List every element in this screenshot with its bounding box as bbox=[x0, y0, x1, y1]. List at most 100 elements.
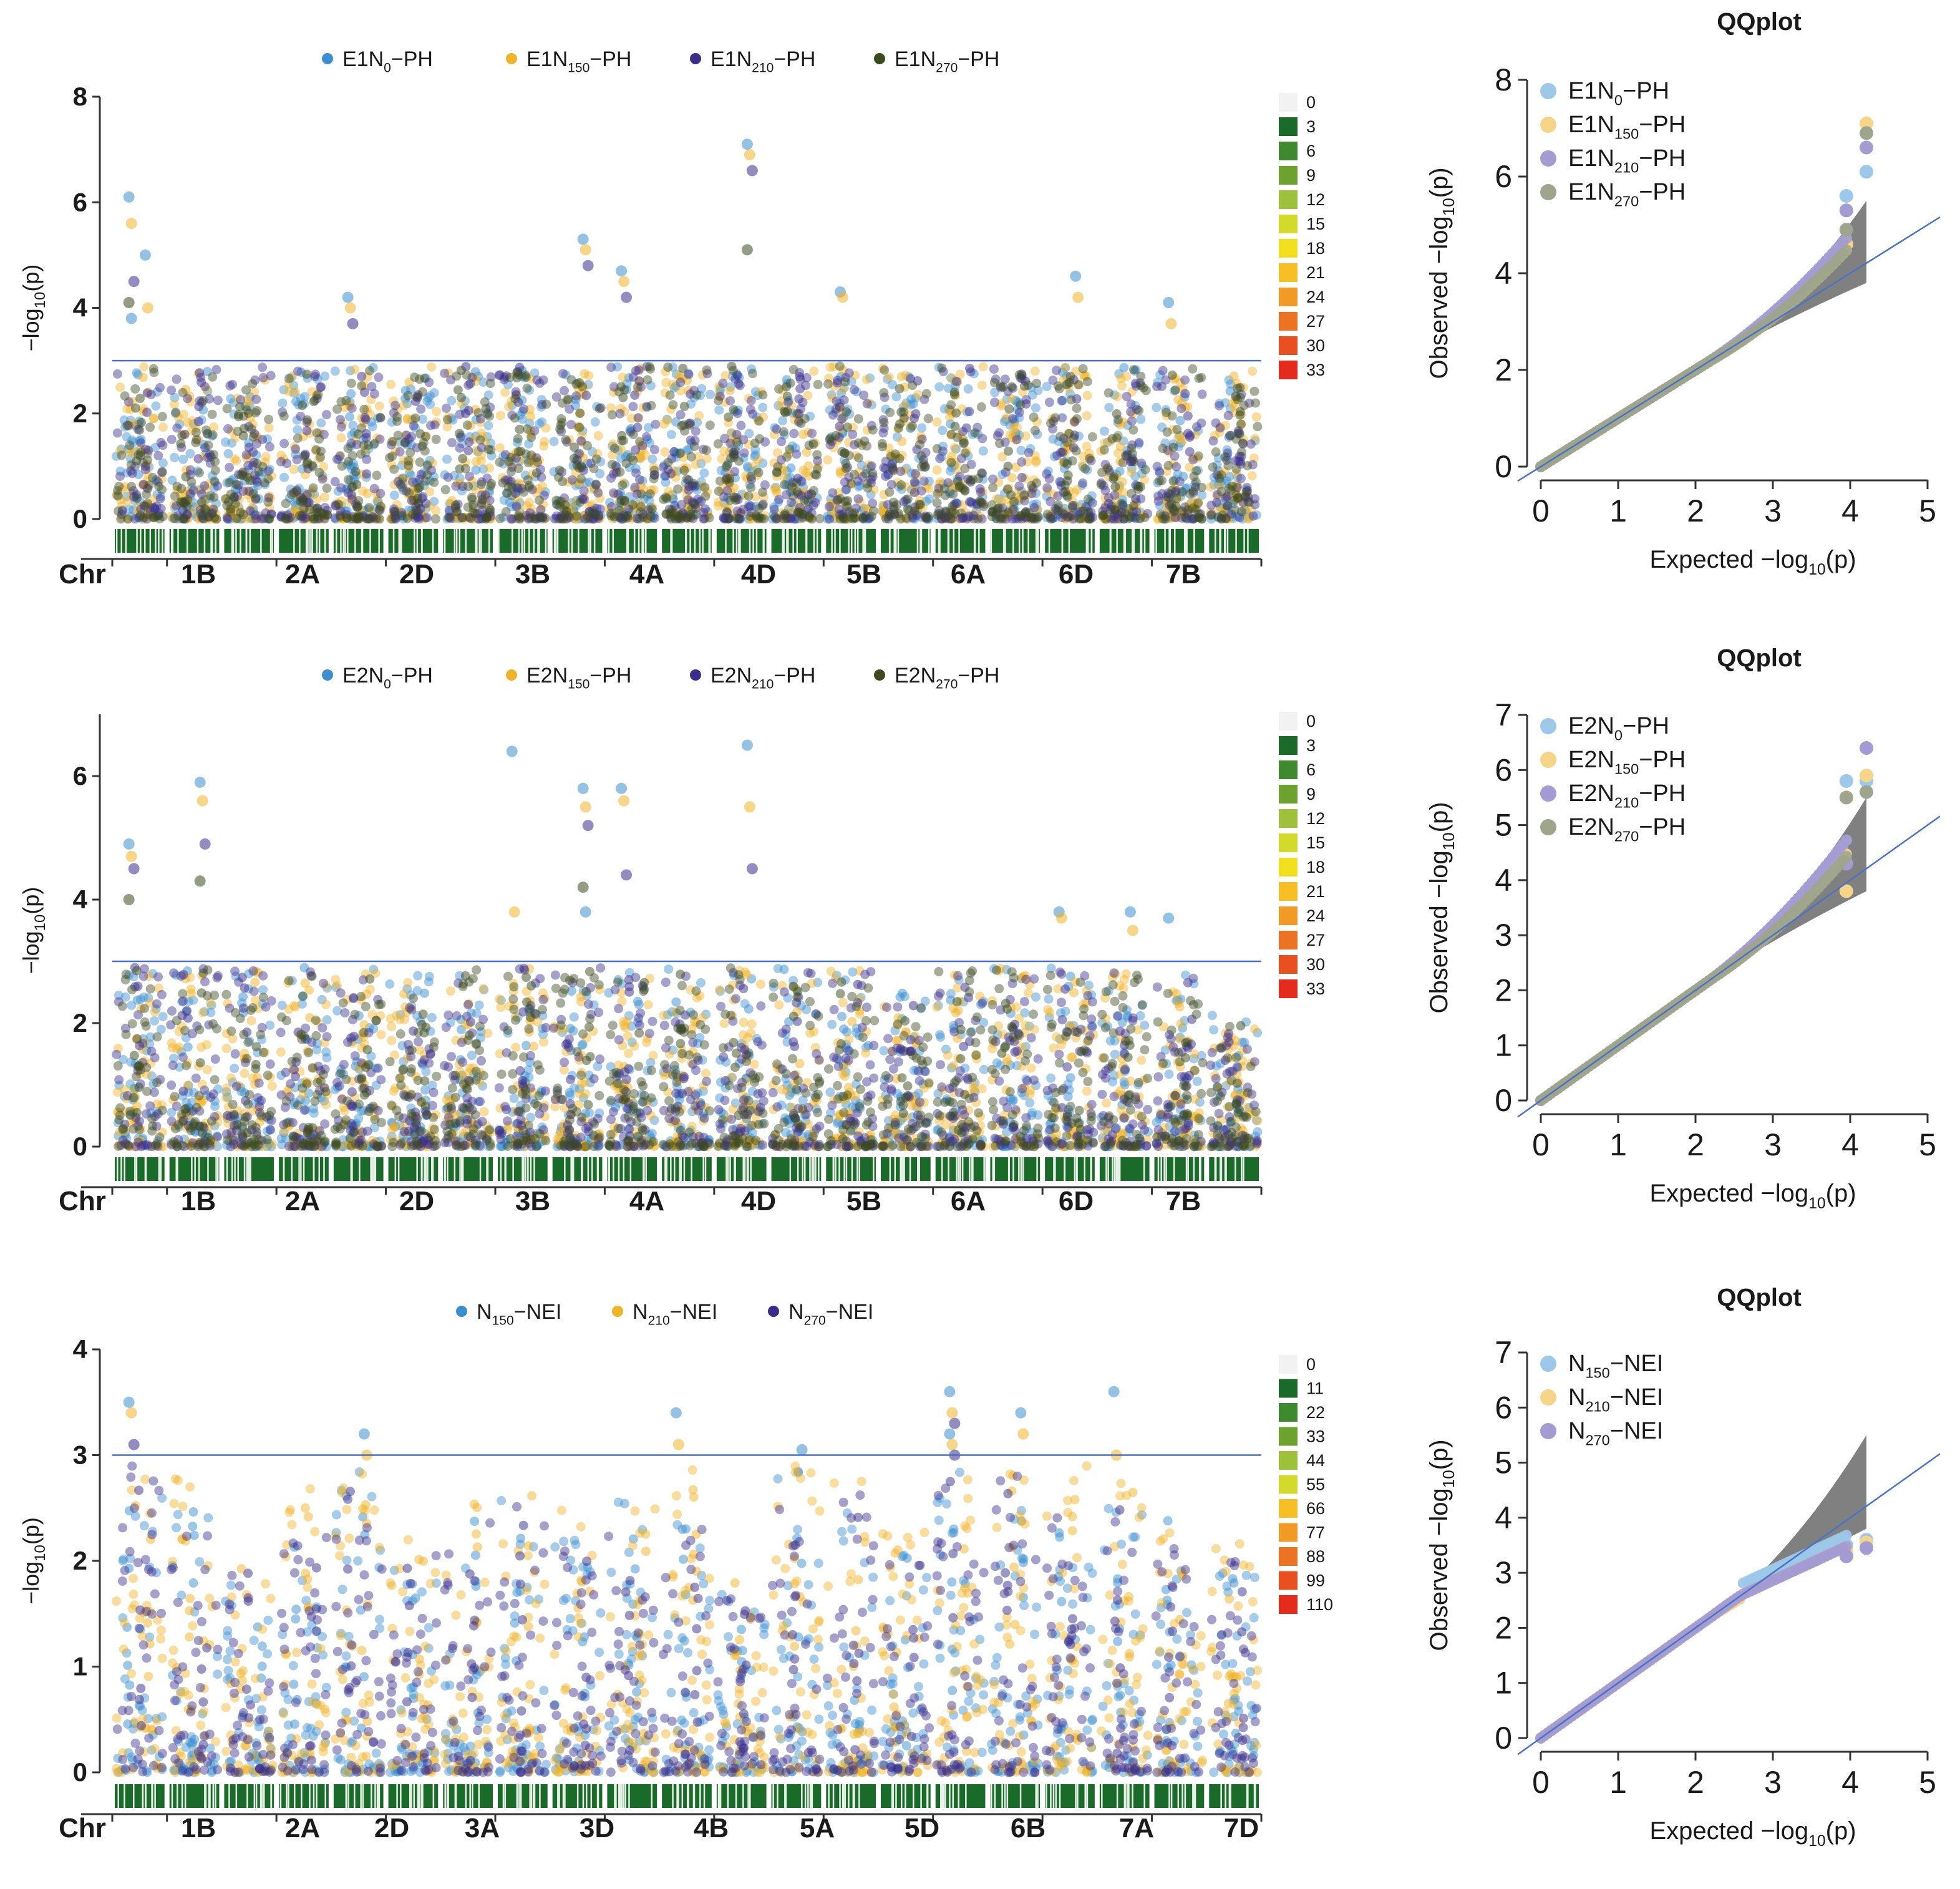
chromosome-density-band bbox=[115, 529, 1259, 553]
snp-point bbox=[734, 457, 744, 466]
qq-legend-entry: E1N150−PH bbox=[1568, 112, 1686, 142]
snp-point bbox=[526, 513, 535, 522]
snp-point bbox=[1206, 482, 1215, 492]
snp-point bbox=[1029, 412, 1039, 422]
qq-x-tick-label: 2 bbox=[1687, 493, 1704, 528]
density-gap bbox=[369, 529, 371, 553]
snp-point bbox=[1229, 371, 1238, 381]
density-legend-label: 33 bbox=[1306, 361, 1325, 379]
snp-point bbox=[145, 1101, 155, 1110]
snp-point bbox=[1020, 382, 1029, 391]
snp-point bbox=[842, 407, 851, 417]
snp-point bbox=[1064, 429, 1074, 439]
snp-point bbox=[989, 364, 999, 374]
chromosome-block bbox=[279, 529, 329, 553]
snp-point bbox=[400, 439, 409, 448]
density-gap bbox=[378, 529, 380, 553]
snp-point bbox=[953, 433, 962, 442]
snp-point bbox=[956, 508, 966, 518]
manhattan-points bbox=[112, 740, 1262, 1152]
snp-point bbox=[155, 514, 165, 523]
snp-point bbox=[315, 468, 324, 477]
density-gap bbox=[197, 529, 199, 553]
qq-legend-entry-sub: 210 bbox=[1614, 160, 1639, 176]
qq-legend-entry: E1N270−PH bbox=[1568, 179, 1686, 210]
snp-point bbox=[635, 437, 644, 447]
density-gap bbox=[806, 529, 808, 553]
legend-entry-sub: 270 bbox=[936, 677, 958, 692]
snp-point bbox=[316, 419, 326, 428]
chromosome-label: Chr bbox=[59, 559, 106, 590]
snp-point bbox=[236, 1014, 245, 1023]
snp-point bbox=[1197, 483, 1206, 492]
snp-point bbox=[689, 479, 698, 488]
snp-point bbox=[351, 467, 361, 477]
peak-point bbox=[345, 303, 356, 314]
snp-point bbox=[1004, 404, 1014, 414]
snp-point bbox=[1194, 374, 1203, 383]
snp-point bbox=[839, 514, 848, 523]
snp-point bbox=[1134, 438, 1143, 447]
snp-point bbox=[1060, 363, 1070, 372]
density-gap bbox=[204, 529, 206, 553]
snp-point bbox=[1235, 429, 1244, 438]
qq-x-tick-label: 4 bbox=[1841, 493, 1859, 528]
snp-point bbox=[157, 438, 166, 447]
snp-point bbox=[465, 437, 474, 447]
legend-entry-suffix: −PH bbox=[958, 664, 999, 687]
snp-point bbox=[387, 452, 397, 461]
density-gap bbox=[958, 529, 960, 553]
snp-point bbox=[1155, 468, 1165, 477]
snp-point bbox=[266, 1125, 275, 1135]
density-gap bbox=[889, 529, 891, 553]
density-gap bbox=[399, 529, 400, 553]
snp-point bbox=[979, 447, 988, 456]
snp-point bbox=[112, 1050, 121, 1059]
density-gap bbox=[817, 529, 818, 553]
snp-point bbox=[210, 457, 220, 466]
snp-point bbox=[974, 473, 983, 483]
snp-point bbox=[463, 420, 472, 430]
density-gap bbox=[725, 529, 727, 553]
snp-point bbox=[853, 494, 863, 503]
density-gap bbox=[1012, 529, 1014, 553]
snp-point bbox=[659, 495, 668, 504]
snp-point bbox=[1220, 452, 1230, 462]
snp-point bbox=[532, 469, 541, 478]
legend-entry: E1N0−PH bbox=[342, 47, 433, 75]
snp-point bbox=[147, 1127, 157, 1136]
chromosome-block bbox=[1155, 529, 1205, 553]
snp-point bbox=[323, 483, 332, 493]
snp-point bbox=[748, 409, 757, 419]
density-gap bbox=[1193, 529, 1195, 553]
snp-point bbox=[780, 407, 789, 416]
snp-point bbox=[880, 366, 889, 375]
snp-point bbox=[664, 458, 673, 467]
snp-point bbox=[177, 484, 186, 493]
snp-point bbox=[179, 498, 188, 507]
snp-point bbox=[314, 434, 324, 444]
snp-point bbox=[714, 396, 723, 405]
snp-point bbox=[132, 1034, 142, 1044]
snp-point bbox=[971, 428, 980, 437]
snp-point bbox=[265, 442, 274, 452]
snp-point bbox=[193, 454, 203, 464]
snp-point bbox=[291, 387, 300, 396]
snp-point bbox=[960, 464, 969, 473]
qq-legend-entry-suffix: −PH bbox=[1639, 145, 1686, 172]
density-gap bbox=[831, 529, 833, 553]
snp-point bbox=[209, 493, 218, 502]
snp-point bbox=[1046, 419, 1055, 428]
snp-point bbox=[618, 372, 628, 382]
snp-point bbox=[120, 391, 130, 401]
legend-entry-base: E2N bbox=[895, 664, 936, 687]
snp-point bbox=[1083, 391, 1092, 401]
snp-point bbox=[1062, 437, 1072, 447]
snp-point bbox=[455, 429, 464, 439]
snp-point bbox=[1003, 462, 1012, 471]
snp-point bbox=[207, 1117, 216, 1126]
density-gap bbox=[417, 529, 419, 553]
snp-point bbox=[595, 404, 604, 414]
density-gap bbox=[1037, 529, 1039, 553]
snp-point bbox=[777, 437, 786, 446]
